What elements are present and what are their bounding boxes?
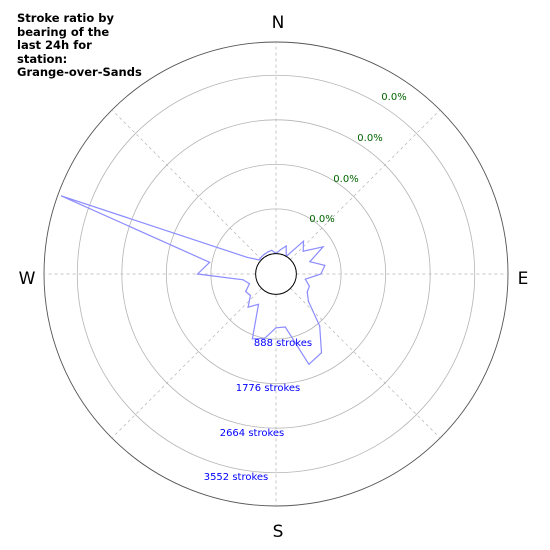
count-tick-label: 3552 strokes [204,472,269,483]
data-point [209,261,211,263]
data-point [307,300,309,302]
grid [43,41,509,507]
data-point [247,306,249,308]
ratio-tick-label: 0.0% [309,214,334,225]
data-point [308,285,310,287]
data-point [197,273,199,275]
data-point [257,303,260,305]
data-point [322,246,324,248]
data-point [308,363,310,365]
data-point [279,249,281,251]
grid-spoke [290,288,441,439]
data-point [261,256,263,258]
data-point [263,253,266,255]
data-point [306,291,308,293]
ratio-tick-label: 0.0% [381,92,406,103]
grid-spoke [111,109,262,260]
ratio-tick-label: 0.0% [357,133,382,144]
data-point [324,264,326,266]
data-point [302,250,304,252]
data-point [320,352,323,354]
data-point [271,249,273,251]
data-point [251,338,253,340]
data-point [245,290,247,293]
data-point [267,251,269,253]
data-point [264,337,266,339]
grid-spoke [111,288,262,439]
data-point [320,273,322,275]
series-layer [60,195,326,366]
data-point [249,294,251,297]
grid-ring [165,163,387,385]
chart-title: Stroke ratio by bearing of the last 24h … [17,11,142,79]
data-point [302,240,305,242]
direction-label-e: E [518,269,529,289]
data-point [309,261,311,263]
grid-ring [76,74,476,474]
count-tick-label: 2664 strokes [220,428,285,439]
data-point [319,325,321,327]
label-layer: N E S W 0.0% 0.0% 0.0% 0.0% 888 strokes … [19,13,529,542]
data-point [304,278,306,280]
data-point [60,195,63,197]
data-point [248,283,251,285]
direction-label-n: N [272,13,285,33]
ratio-tick-label: 0.0% [333,174,358,185]
center-hole [255,253,297,295]
direction-label-w: W [19,269,36,289]
data-point [284,326,286,328]
data-point [258,259,260,261]
count-tick-label: 1776 strokes [236,383,301,394]
direction-label-s: S [273,522,284,542]
data-point [275,327,277,329]
data-point [246,256,248,258]
grid-spoke [290,109,441,260]
count-tick-label: 888 strokes [254,338,312,349]
data-point [242,279,244,281]
data-point [285,245,287,247]
